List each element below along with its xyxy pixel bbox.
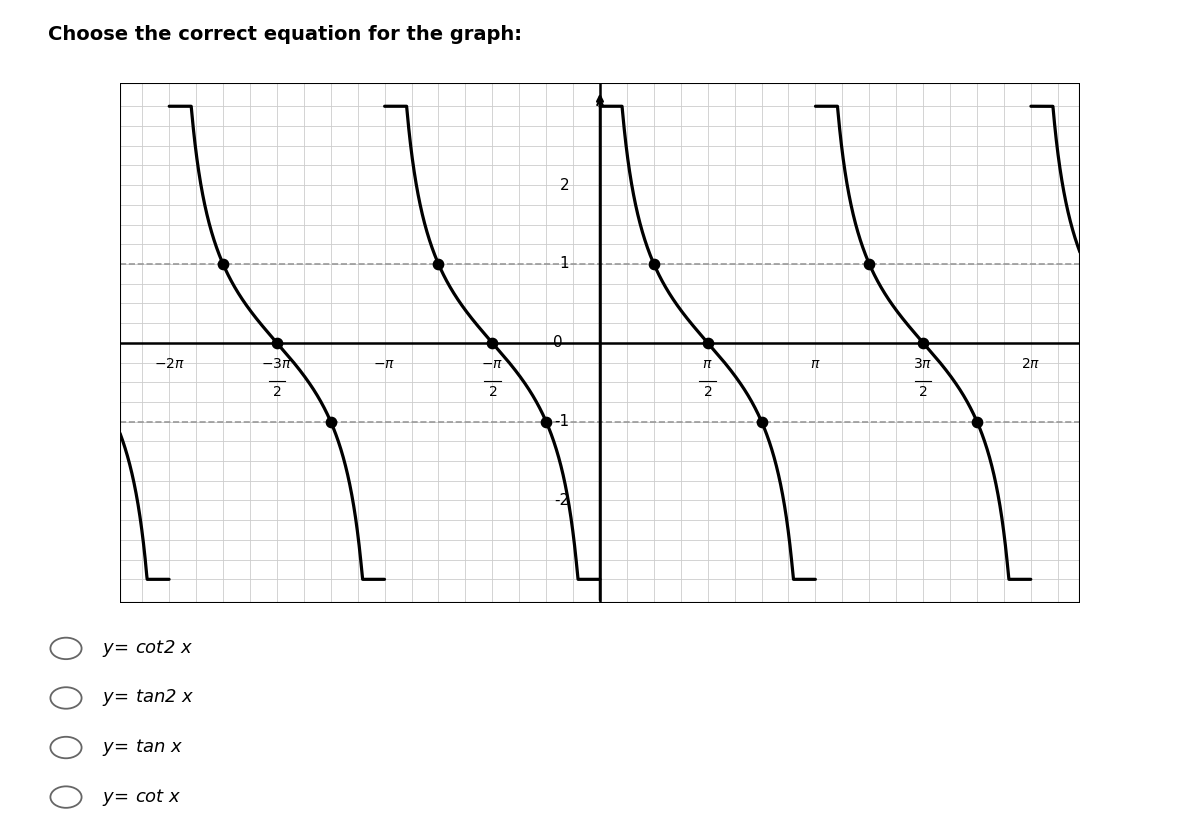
Text: 1: 1 [559,256,569,272]
Text: -2: -2 [554,493,569,508]
Point [268,336,287,349]
Text: $\pi$: $\pi$ [810,357,821,371]
Text: $2$: $2$ [487,385,497,399]
Text: $-2\pi$: $-2\pi$ [154,357,185,371]
Text: $-\pi$: $-\pi$ [481,357,503,371]
Point [913,336,932,349]
Text: 2: 2 [559,178,569,192]
Text: $y\!=\!$ tan $x$: $y\!=\!$ tan $x$ [102,737,184,758]
Point [859,258,878,271]
Point [698,336,718,349]
Text: $2$: $2$ [918,385,928,399]
Text: $2$: $2$ [703,385,713,399]
Text: $-3\pi$: $-3\pi$ [262,357,293,371]
Point [536,415,556,428]
Text: $y\!=\!$ cot2 $x$: $y\!=\!$ cot2 $x$ [102,638,193,659]
Point [644,258,664,271]
Text: 0: 0 [553,335,563,350]
Text: -1: -1 [554,414,569,430]
Text: $\pi$: $\pi$ [702,357,713,371]
Point [967,415,986,428]
Text: $2$: $2$ [272,385,282,399]
Text: $-\pi$: $-\pi$ [373,357,396,371]
Text: Choose the correct equation for the graph:: Choose the correct equation for the grap… [48,25,522,44]
Point [322,415,341,428]
Text: $2\pi$: $2\pi$ [1021,357,1040,371]
Point [482,336,502,349]
Text: $y\!=\!$ cot $x$: $y\!=\!$ cot $x$ [102,786,181,808]
Point [428,258,448,271]
Point [752,415,772,428]
Text: $3\pi$: $3\pi$ [913,357,932,371]
Point [214,258,233,271]
Text: $y\!=\!$ tan2 $x$: $y\!=\!$ tan2 $x$ [102,687,194,709]
